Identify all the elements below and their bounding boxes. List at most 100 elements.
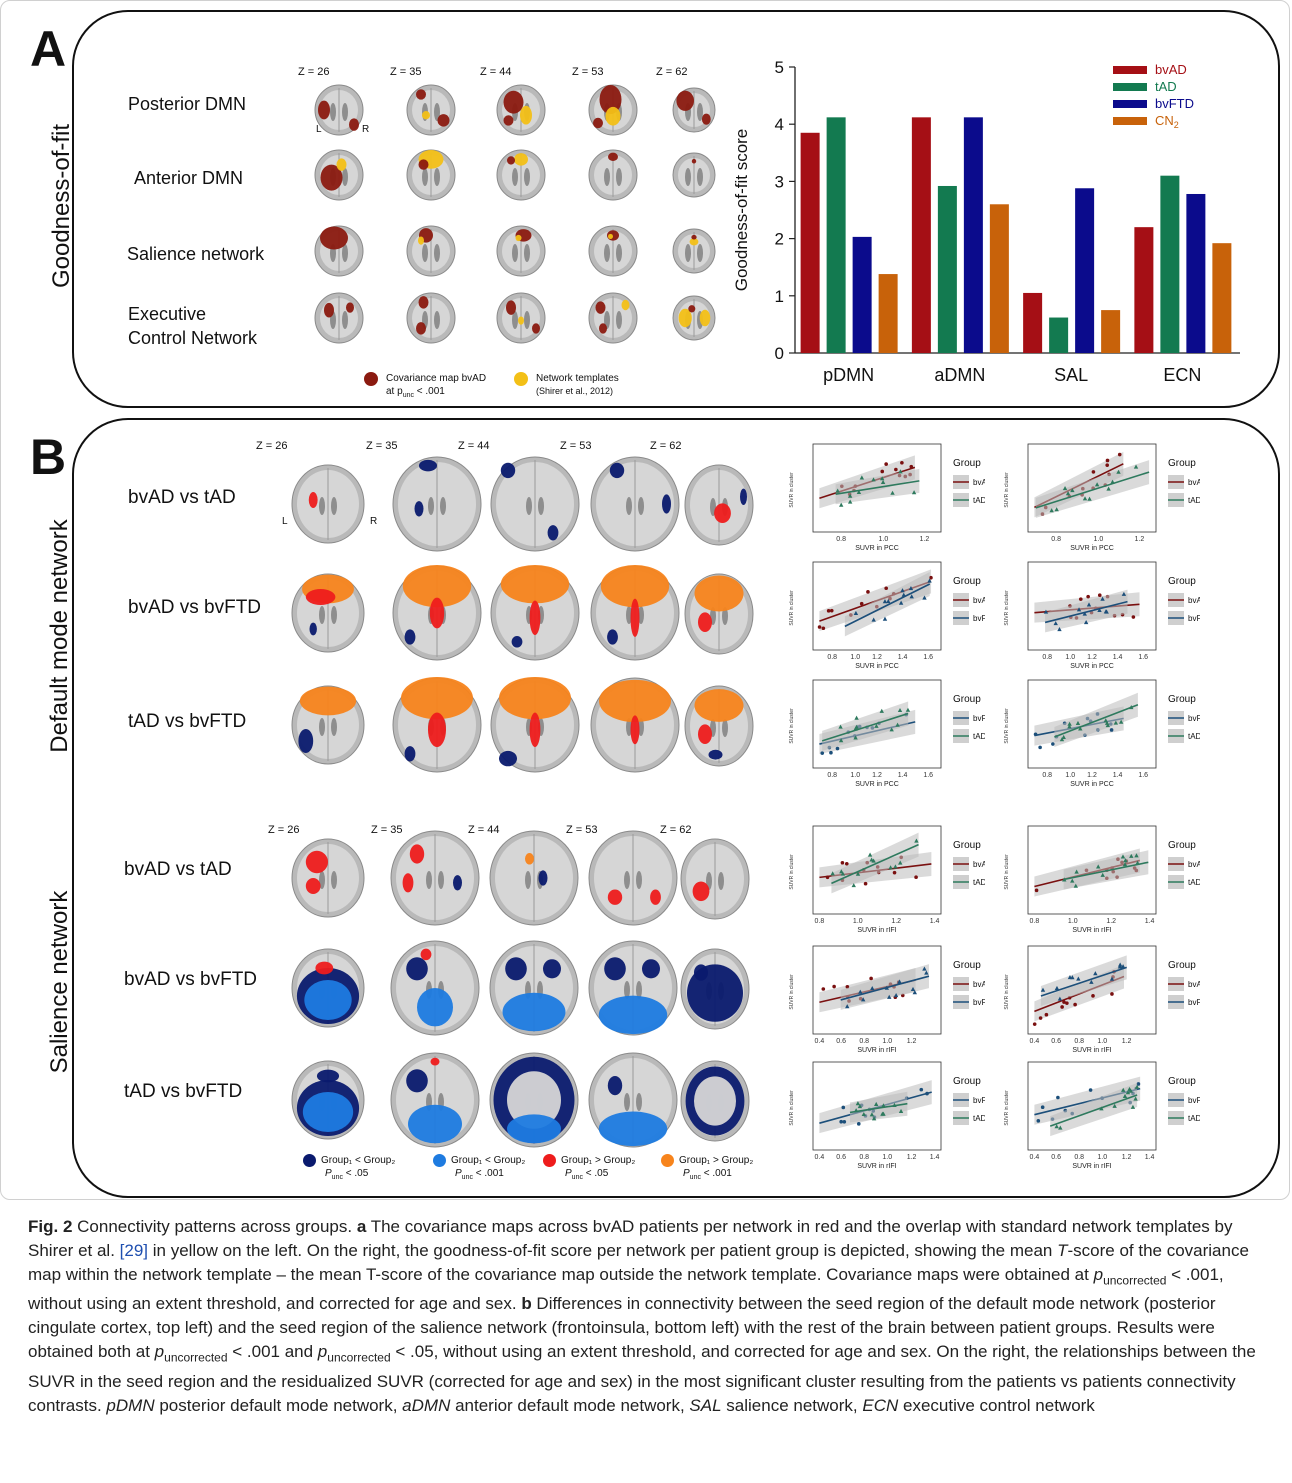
brain-ventricle [624, 981, 630, 999]
scatter-point [871, 1116, 877, 1121]
activation-cluster [600, 565, 670, 608]
scatter-legend-label: bvFTD [1188, 614, 1200, 623]
scatter-x-tick: 1.0 [882, 1038, 892, 1045]
brain-ventricle [428, 497, 434, 515]
scatter-point [1131, 615, 1136, 619]
panel-a [72, 10, 1280, 408]
x-tick-label: aDMN [934, 365, 985, 385]
activation-cluster [320, 164, 343, 191]
scatter-point [1053, 621, 1058, 626]
scatter-point [1109, 976, 1115, 981]
scatter-point [1129, 705, 1134, 710]
scatter-point [861, 1111, 867, 1117]
scatter-point [854, 724, 859, 729]
scatter-x-tick: 1.0 [1065, 772, 1075, 779]
scatter-point [838, 738, 844, 743]
scatter-plot: SUVR in cluster 0.4 0.6 0.8 1.0 1.2 SUVR in rI… [1004, 945, 1200, 1054]
scatter-x-tick: 1.2 [1122, 1154, 1132, 1161]
scatter-point [821, 626, 826, 631]
brain-slice-a [672, 87, 716, 133]
activation-cluster [418, 159, 429, 170]
caption-abbr: SAL [689, 1395, 722, 1415]
scatter-point [1106, 486, 1111, 491]
scatter-point [879, 476, 885, 481]
activation-cluster [543, 959, 561, 979]
scatter-x-tick: 1.2 [1134, 536, 1144, 543]
scatter-point [841, 1105, 846, 1110]
caption-text: salience network, [721, 1395, 863, 1415]
confidence-band [835, 468, 920, 505]
activation-cluster [316, 1069, 340, 1083]
caption-sub: uncorrected [327, 1350, 391, 1365]
covariance-threshold-label: at punc < .001 [386, 386, 445, 399]
scatter-point [1073, 883, 1078, 888]
activation-cluster [699, 309, 711, 327]
scatter-point [863, 881, 868, 886]
scatter-plot: SUVR in cluster 0.4 0.6 0.8 1.0 1.2 1.4 SUVR in… [1004, 1061, 1200, 1170]
brain-ventricle [319, 606, 325, 624]
scatter-point [1086, 594, 1090, 599]
caption-sub: uncorrected [164, 1350, 228, 1365]
scatter-point [914, 838, 919, 843]
brain-ventricle [624, 871, 630, 889]
scatter-point [914, 875, 918, 880]
legend-label: tAD [1155, 79, 1177, 94]
activation-cluster [630, 598, 640, 637]
scatter-x-tick: 0.8 [1074, 1154, 1084, 1161]
scatter-point [886, 599, 891, 604]
scatter-point [826, 609, 831, 613]
panel-a-side-label: Goodness-of-fit [48, 123, 75, 289]
brain-ventricle [616, 168, 622, 186]
scatter-legend-label: tAD [1188, 1114, 1200, 1123]
scatter-point [879, 708, 884, 713]
legend-threshold: Punc < .05 [325, 1168, 369, 1181]
activation-cluster [630, 715, 640, 745]
activation-cluster [598, 1111, 668, 1147]
scatter-point [839, 1119, 843, 1124]
brain-slice-salience [390, 940, 480, 1036]
scatter-point [1110, 479, 1115, 484]
brain-slice-a [314, 149, 364, 201]
caption-text: in yellow on the left. On the right, the… [148, 1241, 1058, 1260]
z-slice-label: Z = 26 [298, 66, 330, 78]
legend-label: Group₁ < Group₂ [321, 1155, 396, 1166]
brain-ventricle [331, 497, 337, 515]
scatter-point [1109, 728, 1114, 732]
scatter-point [1086, 602, 1092, 607]
scatter-x-tick: 1.0 [1065, 654, 1075, 661]
activation-cluster [320, 226, 348, 250]
brain-ventricle [512, 311, 518, 329]
caption-ref-link[interactable]: [29] [119, 1241, 149, 1260]
bar-bvFTD-SAL [1075, 188, 1095, 353]
scatter-point [1060, 1005, 1064, 1009]
scatter-legend-label: bvAD [1188, 596, 1200, 605]
scatter-point [1117, 962, 1123, 967]
activation-cluster [608, 233, 613, 240]
activation-cluster [304, 980, 352, 1020]
bar-bvFTD-aDMN [963, 117, 983, 353]
legend-dot-icon [661, 1154, 674, 1167]
scatter-point [859, 601, 864, 606]
activation-cluster [305, 589, 336, 605]
scatter-point [1105, 722, 1111, 728]
scatter-legend-label: tAD [1188, 878, 1200, 887]
scatter-legend-title: Group [1168, 840, 1196, 851]
scatter-point [1067, 724, 1072, 729]
caption-text: < .05, without using an extent threshold… [28, 1342, 1256, 1415]
scatter-x-tick: 1.4 [1145, 918, 1155, 925]
activation-cluster [308, 492, 318, 508]
scatter-legend-label: bvAD [973, 860, 985, 869]
scatter-point [1075, 720, 1081, 726]
brain-slice-a [406, 292, 456, 344]
scatter-point [1136, 1082, 1141, 1086]
brain-slice-salience [390, 1052, 480, 1148]
activation-cluster [605, 106, 621, 126]
scatter-point [1065, 491, 1071, 496]
scatter-y-label: SUVR in cluster [789, 590, 795, 626]
scatter-point [1122, 862, 1128, 867]
scatter-point [1073, 1002, 1077, 1007]
caption-italic: p [154, 1342, 165, 1362]
activation-cluster [500, 565, 570, 604]
scatter-x-tick: 0.8 [1030, 918, 1040, 925]
scatter-point [820, 751, 825, 755]
